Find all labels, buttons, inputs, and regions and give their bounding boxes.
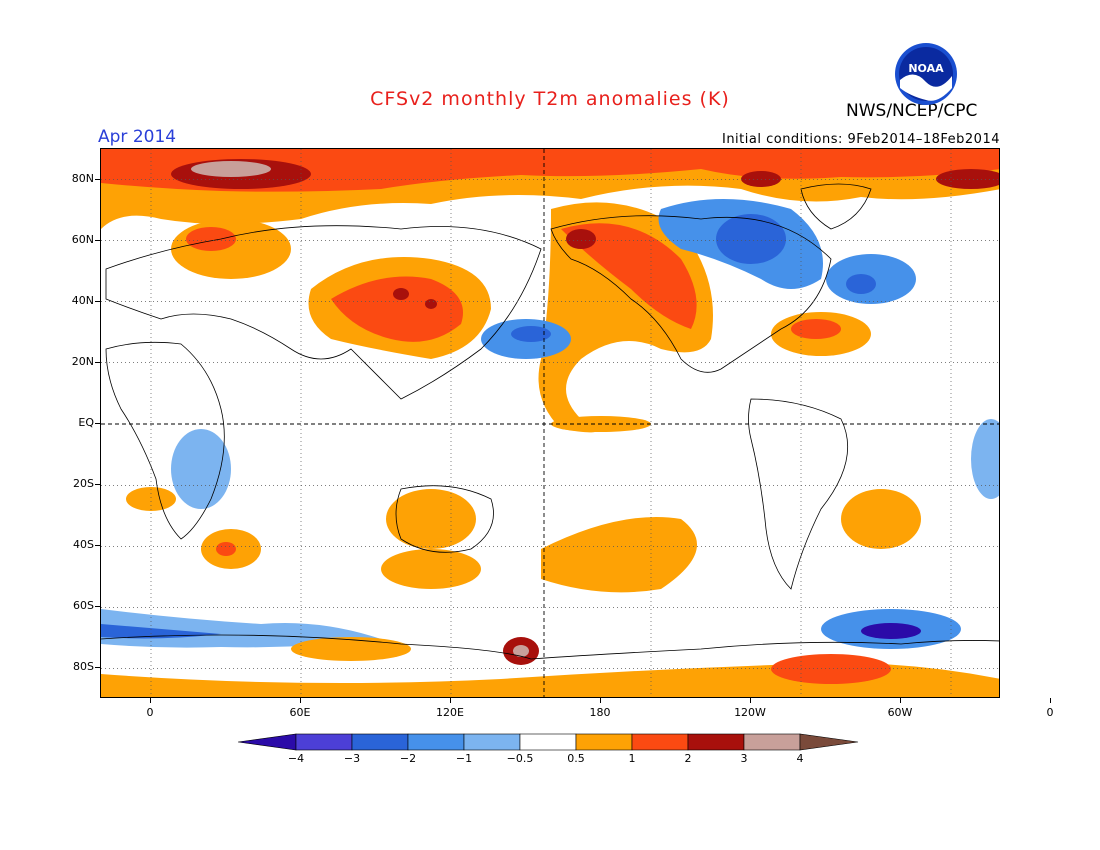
agency-label: NWS/NCEP/CPC bbox=[846, 101, 978, 121]
lat-label: EQ bbox=[78, 416, 94, 429]
noaa-logo-icon: NOAA bbox=[895, 43, 957, 105]
lat-tick bbox=[95, 178, 100, 180]
lat-label: 60N bbox=[71, 232, 94, 246]
colorbar-label: −1 bbox=[455, 752, 473, 765]
colorbar-swatch bbox=[519, 733, 577, 751]
lon-label: 0 bbox=[146, 706, 154, 719]
lon-tick bbox=[600, 698, 601, 703]
lon-label: 60E bbox=[289, 706, 311, 719]
lat-tick bbox=[95, 484, 100, 486]
colorbar-swatch bbox=[631, 733, 689, 751]
initial-conditions-label: Initial conditions: 9Feb2014–18Feb2014 bbox=[721, 132, 1000, 147]
coastlines bbox=[101, 183, 999, 660]
colorbar-label: 4 bbox=[796, 752, 804, 765]
lon-tick bbox=[900, 698, 901, 703]
colorbar-label: −3 bbox=[343, 752, 361, 765]
anomaly-shading bbox=[101, 149, 999, 697]
lon-tick bbox=[1050, 698, 1051, 703]
colorbar-label: −2 bbox=[399, 752, 417, 765]
noaa-logo-text: NOAA bbox=[908, 62, 944, 75]
anomaly-map bbox=[100, 148, 1000, 698]
colorbar-swatch bbox=[295, 733, 353, 751]
lat-label: 60S bbox=[73, 599, 94, 613]
colorbar bbox=[238, 733, 859, 751]
colorbar-label: −4 bbox=[287, 752, 305, 765]
colorbar-high-arrow bbox=[799, 733, 859, 751]
lat-tick bbox=[95, 545, 100, 547]
map-canvas bbox=[101, 149, 999, 697]
lat-tick bbox=[95, 667, 100, 669]
lon-label: 0 bbox=[1046, 706, 1054, 719]
lat-label: 80N bbox=[71, 171, 94, 185]
lon-label: 120E bbox=[436, 706, 464, 719]
lon-label: 120W bbox=[734, 706, 766, 719]
lat-label: 20N bbox=[71, 354, 94, 368]
lat-tick bbox=[95, 239, 100, 241]
colorbar-label: 0.5 bbox=[567, 752, 585, 765]
lat-label: 20S bbox=[73, 477, 94, 491]
colorbar-swatch bbox=[407, 733, 465, 751]
lat-tick bbox=[95, 361, 100, 363]
colorbar-label: 1 bbox=[628, 752, 636, 765]
colorbar-swatch bbox=[743, 733, 801, 751]
colorbar-swatch bbox=[575, 733, 633, 751]
lon-tick bbox=[150, 698, 151, 703]
lat-tick bbox=[95, 606, 100, 608]
lat-label: 40S bbox=[73, 538, 94, 552]
colorbar-label: 3 bbox=[740, 752, 748, 765]
lon-tick bbox=[300, 698, 301, 703]
lat-tick bbox=[95, 423, 100, 424]
lat-tick bbox=[95, 300, 100, 302]
colorbar-swatch bbox=[463, 733, 521, 751]
colorbar-low-arrow bbox=[238, 733, 297, 751]
colorbar-label: 2 bbox=[684, 752, 692, 765]
lon-label: 180 bbox=[589, 706, 611, 719]
lon-tick bbox=[450, 698, 451, 703]
colorbar-swatch bbox=[351, 733, 409, 751]
lat-label: 80S bbox=[73, 660, 94, 674]
colorbar-swatch bbox=[687, 733, 745, 751]
valid-month-label: Apr 2014 bbox=[98, 127, 177, 147]
lon-label: 60W bbox=[887, 706, 913, 719]
lon-tick bbox=[750, 698, 751, 703]
lat-label: 40N bbox=[71, 293, 94, 307]
colorbar-label: −0.5 bbox=[506, 752, 534, 765]
equator-dateline bbox=[101, 149, 999, 697]
map-title: CFSv2 monthly T2m anomalies (K) bbox=[370, 88, 730, 110]
